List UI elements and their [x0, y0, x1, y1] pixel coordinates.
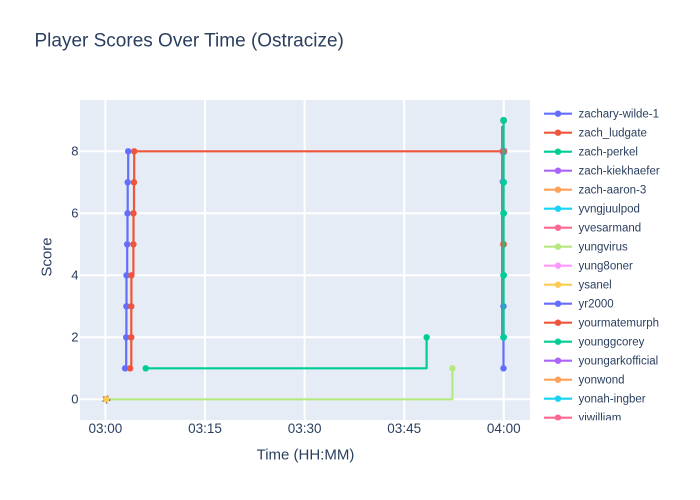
svg-text:03:15: 03:15: [188, 421, 222, 436]
svg-text:Player Scores Over Time (Ostra: Player Scores Over Time (Ostracize): [35, 31, 344, 52]
svg-text:yung8oner: yung8oner: [579, 261, 634, 273]
svg-text:8: 8: [71, 144, 78, 159]
svg-text:zach-kiekhaefer: zach-kiekhaefer: [579, 166, 660, 178]
svg-text:0: 0: [71, 392, 78, 407]
svg-text:04:00: 04:00: [487, 421, 521, 436]
svg-text:4: 4: [71, 268, 78, 283]
svg-text:yonwond: yonwond: [579, 375, 625, 387]
svg-text:yvesarmand: yvesarmand: [579, 223, 642, 235]
svg-text:zach-perkel: zach-perkel: [579, 147, 638, 159]
svg-text:youngarkofficial: youngarkofficial: [579, 356, 659, 368]
svg-text:zachary-wilde-1: zachary-wilde-1: [579, 109, 660, 121]
svg-text:Score: Score: [39, 237, 56, 276]
svg-text:03:30: 03:30: [288, 421, 322, 436]
svg-text:Time (HH:MM): Time (HH:MM): [257, 446, 355, 463]
svg-text:03:00: 03:00: [89, 421, 123, 436]
svg-text:ysanel: ysanel: [579, 280, 612, 292]
svg-text:yvngjuulpod: yvngjuulpod: [579, 204, 640, 216]
svg-text:zach_ludgate: zach_ludgate: [579, 128, 647, 140]
svg-text:yr2000: yr2000: [579, 299, 614, 311]
svg-text:younggcorey: younggcorey: [579, 337, 645, 349]
svg-text:yonah-ingber: yonah-ingber: [579, 394, 646, 406]
svg-text:yourmatemurph: yourmatemurph: [579, 318, 660, 330]
svg-text:zach-aaron-3: zach-aaron-3: [579, 185, 647, 197]
svg-text:6: 6: [71, 206, 78, 221]
svg-text:yiwilliam: yiwilliam: [579, 413, 622, 425]
svg-text:2: 2: [71, 330, 78, 345]
svg-text:03:45: 03:45: [387, 421, 421, 436]
svg-text:yungvirus: yungvirus: [579, 242, 628, 254]
